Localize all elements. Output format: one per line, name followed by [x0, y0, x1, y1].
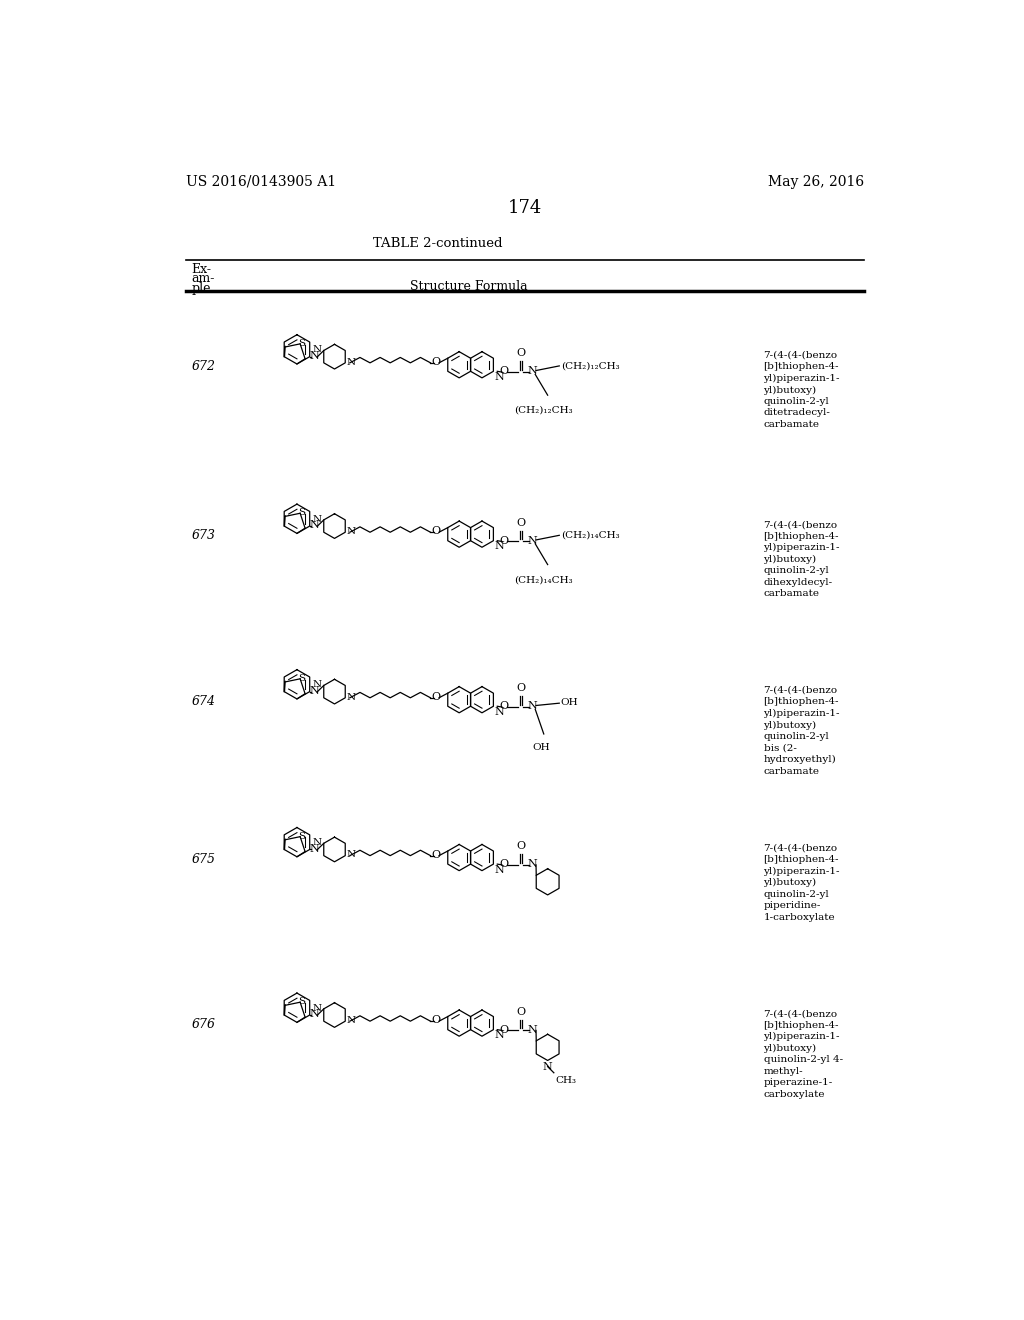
Text: N: N [527, 536, 537, 545]
Text: N: N [312, 680, 322, 689]
Text: N: N [347, 850, 356, 859]
Text: N: N [495, 1031, 504, 1040]
Text: O: O [500, 536, 509, 545]
Text: N: N [527, 859, 537, 869]
Text: 7-(4-(4-(benzo
[b]thiophen-4-
yl)piperazin-1-
yl)butoxy)
quinolin-2-yl
ditetrade: 7-(4-(4-(benzo [b]thiophen-4- yl)piperaz… [764, 351, 840, 429]
Text: O: O [431, 358, 440, 367]
Text: N: N [527, 1024, 537, 1035]
Text: N: N [309, 843, 319, 854]
Text: O: O [431, 527, 440, 536]
Text: US 2016/0143905 A1: US 2016/0143905 A1 [186, 174, 336, 189]
Text: S: S [298, 339, 305, 348]
Text: N: N [495, 708, 504, 717]
Text: 672: 672 [191, 360, 215, 372]
Text: N: N [347, 358, 356, 367]
Text: N: N [543, 1063, 553, 1072]
Text: 7-(4-(4-(benzo
[b]thiophen-4-
yl)piperazin-1-
yl)butoxy)
quinolin-2-yl
piperidin: 7-(4-(4-(benzo [b]thiophen-4- yl)piperaz… [764, 843, 840, 921]
Text: 7-(4-(4-(benzo
[b]thiophen-4-
yl)piperazin-1-
yl)butoxy)
quinolin-2-yl
dihexylde: 7-(4-(4-(benzo [b]thiophen-4- yl)piperaz… [764, 520, 840, 598]
Text: N: N [527, 701, 537, 711]
Text: N: N [312, 1003, 322, 1012]
Text: N: N [309, 686, 319, 696]
Text: N: N [312, 838, 322, 847]
Text: Ex-: Ex- [191, 263, 212, 276]
Text: TABLE 2-continued: TABLE 2-continued [374, 236, 503, 249]
Text: 174: 174 [508, 199, 542, 218]
Text: O: O [500, 859, 509, 869]
Text: 7-(4-(4-(benzo
[b]thiophen-4-
yl)piperazin-1-
yl)butoxy)
quinolin-2-yl
bis (2-
h: 7-(4-(4-(benzo [b]thiophen-4- yl)piperaz… [764, 686, 840, 776]
Text: N: N [309, 351, 319, 360]
Text: (CH₂)₁₂CH₃: (CH₂)₁₂CH₃ [514, 407, 573, 414]
Text: May 26, 2016: May 26, 2016 [768, 174, 864, 189]
Text: O: O [500, 701, 509, 711]
Text: O: O [516, 684, 525, 693]
Text: OH: OH [532, 743, 550, 752]
Text: (CH₂)₁₄CH₃: (CH₂)₁₄CH₃ [514, 576, 573, 585]
Text: N: N [347, 527, 356, 536]
Text: S: S [298, 832, 305, 841]
Text: 675: 675 [191, 853, 215, 866]
Text: OH: OH [561, 698, 579, 708]
Text: N: N [347, 1016, 356, 1024]
Text: N: N [495, 541, 504, 552]
Text: (CH₂)₁₄CH₃: (CH₂)₁₄CH₃ [561, 531, 620, 540]
Text: N: N [347, 693, 356, 701]
Text: O: O [431, 850, 440, 859]
Text: S: S [298, 673, 305, 682]
Text: O: O [500, 367, 509, 376]
Text: O: O [516, 841, 525, 851]
Text: N: N [495, 372, 504, 381]
Text: Structure Formula: Structure Formula [411, 280, 527, 293]
Text: 7-(4-(4-(benzo
[b]thiophen-4-
yl)piperazin-1-
yl)butoxy)
quinolin-2-yl 4-
methyl: 7-(4-(4-(benzo [b]thiophen-4- yl)piperaz… [764, 1010, 843, 1098]
Text: am-: am- [191, 272, 215, 285]
Text: 676: 676 [191, 1018, 215, 1031]
Text: 674: 674 [191, 694, 215, 708]
Text: N: N [309, 1010, 319, 1019]
Text: CH₃: CH₃ [555, 1076, 577, 1085]
Text: S: S [298, 997, 305, 1006]
Text: N: N [312, 515, 322, 524]
Text: O: O [516, 348, 525, 358]
Text: (CH₂)₁₂CH₃: (CH₂)₁₂CH₃ [561, 362, 620, 371]
Text: N: N [312, 346, 322, 354]
Text: O: O [431, 692, 440, 702]
Text: O: O [500, 1024, 509, 1035]
Text: ple: ple [191, 281, 211, 294]
Text: 673: 673 [191, 529, 215, 543]
Text: S: S [298, 508, 305, 517]
Text: O: O [431, 1015, 440, 1026]
Text: N: N [309, 520, 319, 531]
Text: N: N [495, 865, 504, 875]
Text: O: O [516, 1007, 525, 1016]
Text: O: O [516, 517, 525, 528]
Text: N: N [527, 367, 537, 376]
